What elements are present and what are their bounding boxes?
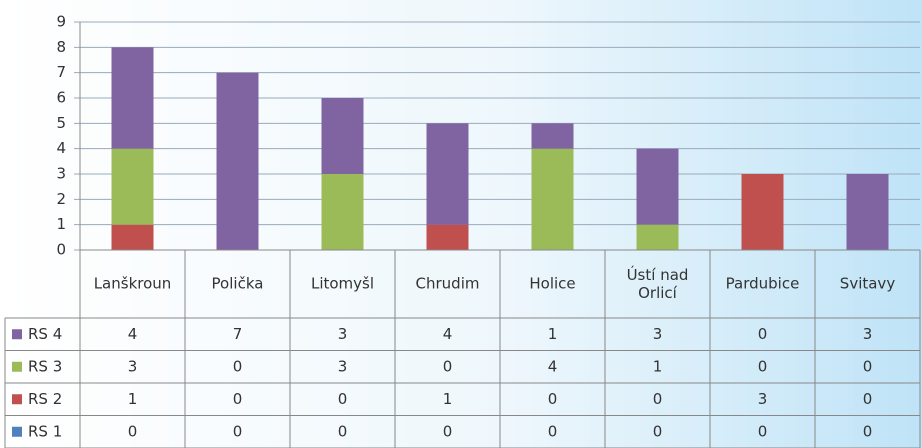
table-value: 1 — [443, 390, 453, 408]
table-value: 0 — [233, 357, 243, 375]
legend-label: RS 1 — [28, 422, 62, 440]
y-tick-label: 9 — [56, 13, 66, 31]
bar-segment — [426, 123, 469, 225]
y-tick-label: 6 — [56, 89, 66, 107]
legend-label: RS 2 — [28, 390, 62, 408]
table-value: 0 — [758, 422, 768, 440]
table-value: 0 — [233, 422, 243, 440]
bar-segment — [741, 174, 784, 250]
bar-segment — [111, 47, 154, 149]
y-tick-label: 2 — [56, 190, 66, 208]
y-tick-label: 8 — [56, 38, 66, 56]
legend-label: RS 3 — [28, 357, 62, 375]
x-tick-label: Pardubice — [726, 275, 800, 293]
table-value: 0 — [338, 390, 348, 408]
y-tick-label: 5 — [56, 114, 66, 132]
x-tick-label-line: Orlicí — [638, 284, 678, 302]
table-value: 4 — [548, 357, 558, 375]
table-value: 1 — [128, 390, 138, 408]
table-value: 3 — [128, 357, 138, 375]
x-tick-label: Ústí nad Orlicí — [627, 265, 689, 302]
table-value: 0 — [653, 390, 663, 408]
x-tick-label: Chrudim — [416, 275, 480, 293]
table-value: 0 — [863, 422, 873, 440]
bar-segment — [321, 98, 364, 174]
table-value: 3 — [758, 390, 768, 408]
table-value: 1 — [653, 357, 663, 375]
bar-segment — [426, 224, 469, 250]
table-value: 3 — [863, 325, 873, 343]
table-value: 0 — [653, 422, 663, 440]
bar-segment — [846, 174, 889, 250]
bar-segment — [636, 148, 679, 225]
bar-segment — [531, 123, 574, 149]
bar-segment — [636, 224, 679, 250]
bar-segment — [321, 174, 364, 250]
table-value: 0 — [758, 357, 768, 375]
x-tick-label: Svitavy — [840, 275, 896, 293]
table-value: 0 — [128, 422, 138, 440]
table-value: 0 — [758, 325, 768, 343]
y-tick-label: 3 — [56, 165, 66, 183]
y-tick-label: 1 — [56, 215, 66, 233]
legend-key — [12, 394, 22, 405]
legend-label: RS 4 — [28, 325, 62, 343]
bar-segment — [111, 148, 154, 225]
table-value: 0 — [863, 390, 873, 408]
table-value: 4 — [443, 325, 453, 343]
legend-key — [12, 329, 22, 340]
legend-key — [12, 426, 22, 437]
table-value: 7 — [233, 325, 243, 343]
table-value: 0 — [443, 357, 453, 375]
bar-segment — [531, 148, 574, 250]
y-tick-label: 7 — [56, 63, 66, 81]
table-value: 0 — [548, 390, 558, 408]
x-tick-label: Litomyšl — [311, 275, 374, 293]
table-value: 0 — [233, 390, 243, 408]
bar-segment — [111, 224, 154, 250]
table-value: 4 — [128, 325, 138, 343]
x-tick-label: Polička — [212, 275, 264, 293]
y-tick-label: 0 — [56, 241, 66, 259]
table-value: 0 — [338, 422, 348, 440]
y-tick-label: 4 — [56, 139, 66, 157]
table-value: 3 — [338, 325, 348, 343]
legend-key — [12, 361, 22, 372]
x-tick-label-line: Ústí nad — [627, 265, 689, 284]
table-value: 1 — [548, 325, 558, 343]
table-value: 0 — [443, 422, 453, 440]
table-value: 3 — [338, 357, 348, 375]
x-tick-label: Lanškroun — [94, 275, 172, 293]
table-value: 3 — [653, 325, 663, 343]
bar-segment — [216, 72, 259, 251]
table-value: 0 — [548, 422, 558, 440]
x-tick-label: Holice — [529, 275, 575, 293]
table-value: 0 — [863, 357, 873, 375]
